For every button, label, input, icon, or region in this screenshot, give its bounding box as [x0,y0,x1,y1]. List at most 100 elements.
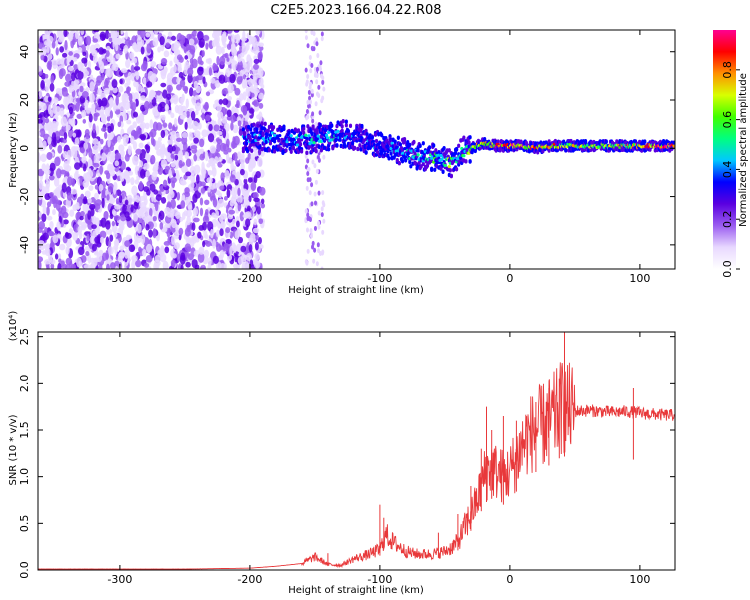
spectrogram-noise-cell [181,93,185,103]
spectrogram-noise-cell [171,35,176,41]
spectrogram-noise-cell [199,153,205,161]
spectrogram-noise-cell [187,253,194,261]
spectrogram-noise-cell [224,52,229,59]
spectrogram-ridge-cell [284,148,288,153]
spectrogram-noise-cell [197,66,204,76]
spectrogram-noise-cell [173,64,177,73]
spectrogram-ridge-cell [643,139,647,144]
spectrogram-noise-cell [160,197,167,204]
spectrogram-noise-cell [153,222,158,228]
spectrogram-noise-cell [52,103,57,114]
spectrogram-ridge-cell [364,128,368,134]
spectrogram-noise-cell [89,263,93,269]
spectrogram-noise-cell [201,167,207,176]
spectrogram-noise-cell [55,201,61,211]
spectrogram-noise-cell [219,185,225,191]
spectrogram-ridge-cell [340,128,344,134]
spectrogram-noise-cell [245,73,250,78]
spectrogram-noise-cell [70,188,78,195]
spectrogram-noise-cell [130,204,134,213]
spectrogram-noise-cell [194,190,201,199]
spectrogram-ridge-cell [398,142,403,147]
spectrogram-noise-cell [99,236,105,244]
spectrogram-ridge-cell [336,129,340,133]
spectrogram-noise-cell [219,262,226,269]
spectrogram-ridge-cell [306,124,310,129]
spectrogram-noise-cell [160,69,167,76]
spectrogram-noise-cell [199,207,204,217]
spectrogram-noise-cell [38,168,45,177]
spectrogram-ridge-cell [449,173,453,179]
spectrogram-noise-cell [79,175,83,186]
spectrogram-noise-cell [59,243,66,251]
spectrogram-ridge-cell [583,138,588,144]
spectrogram-ridge-cell [299,131,303,136]
spectrogram-noise-cell [167,31,173,37]
spectrogram-noise-cell [140,63,148,72]
spectrogram-noise-cell [315,41,319,47]
snr-y-tick-label: 2.5 [18,328,31,346]
spectrogram-ridge-cell [265,133,269,137]
spectrogram-noise-cell [85,107,91,114]
spectrogram-noise-cell [257,156,263,168]
spectrogram-noise-cell [253,174,258,184]
spectrogram-noise-cell [76,113,83,119]
spectrogram-noise-cell [187,116,193,124]
spectrogram-noise-cell [193,164,201,175]
spectrogram-noise-cell [114,160,120,167]
spectrogram-noise-cell [182,111,187,119]
spectrogram-noise-cell [245,157,250,164]
spectrogram-noise-cell [38,260,42,269]
spectrogram-noise-cell [311,159,315,165]
spectrogram-noise-cell [135,148,142,155]
spectrogram-noise-cell [38,152,41,163]
spectrogram-noise-cell [210,195,216,201]
spectrogram-noise-cell [39,111,46,118]
spectrogram-noise-cell [65,264,71,269]
spectrogram-noise-cell [52,136,57,146]
spectrogram-noise-cell [46,151,53,160]
spectrogram-noise-cell [59,107,65,117]
spectrogram-noise-cell [226,189,231,199]
spectrogram-noise-cell [130,64,135,75]
spectrogram-noise-cell [49,192,54,198]
spectrogram-noise-cell [41,49,47,55]
spectrogram-noise-cell [139,115,144,124]
spectrogram-noise-cell [75,168,79,177]
spectrogram-noise-cell [94,236,101,244]
spectrogram-noise-cell [38,119,43,124]
spectrogram-noise-cell [205,91,211,97]
spectrogram-noise-cell [74,137,80,146]
snr-marks [37,332,675,570]
spectrogram-ridge-cell [447,148,451,153]
spectrogram-noise-cell [313,247,317,253]
spectrogram-noise-cell [38,89,43,99]
spectrogram-panel: -300 -200 -100 0 100 40 20 0 -20 -40 Height of s… [8,29,676,296]
spectrogram-noise-cell [109,96,114,106]
spectrogram-noise-cell [44,243,51,249]
spectrogram-noise-cell [74,30,80,40]
spectrogram-noise-cell [158,210,165,221]
spectrogram-noise-cell [94,192,100,200]
spectrogram-noise-cell [212,62,217,71]
spectrogram-noise-cell [312,31,316,37]
spectrogram-noise-cell [216,138,223,145]
spectrogram-ridge-cell [302,130,306,136]
spectrogram-noise-cell [245,42,250,51]
spectrogram-ridge-cell [395,145,399,149]
colorbar: 0.0 0.2 0.4 0.6 0.8 Normalized spectral ampl… [713,30,749,278]
spectrogram-noise-cell [156,93,160,103]
spectrogram-noise-cell [55,58,63,65]
spectrogram-noise-cell [319,73,323,79]
colorbar-ticks: 0.0 0.2 0.4 0.6 0.8 [721,61,740,278]
spectrogram-noise-cell [304,30,308,34]
snr-panel: -300 -200 -100 0 100 0.0 0.5 1.0 1.5 2.0 2.5 Heig… [8,311,676,596]
spectrogram-noise-cell [115,42,119,52]
spectrogram-noise-cell [86,233,90,242]
spectrogram-noise-cell [252,147,257,153]
spectrogram-ridge-cell [536,150,540,155]
spectrogram-noise-cell [184,243,191,252]
spectrogram-noise-cell [232,152,238,161]
spectrogram-noise-cell [81,156,87,164]
spectrogram-noise-cell [214,80,221,88]
